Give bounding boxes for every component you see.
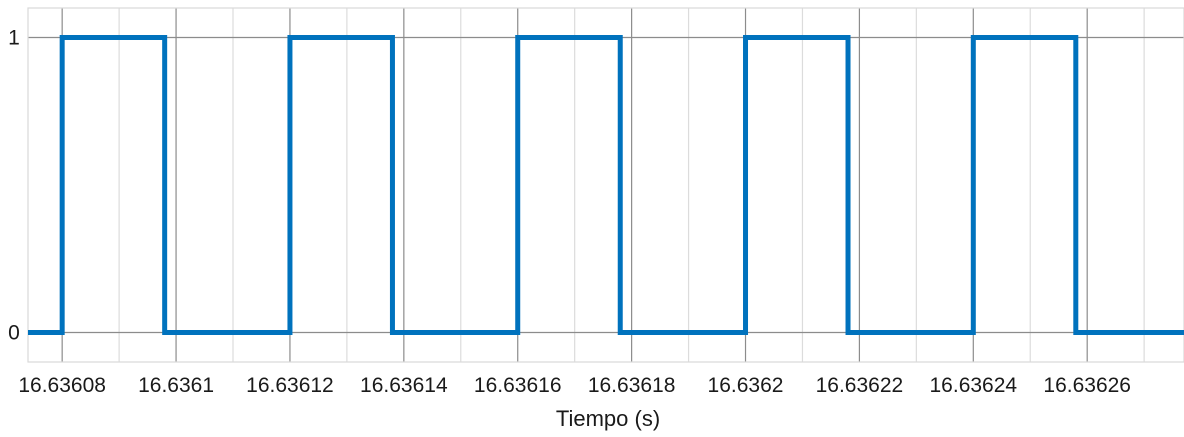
x-tick-label: 16.63614 — [360, 374, 448, 397]
x-tick-label: 16.63624 — [930, 374, 1018, 397]
x-tick-label: 16.63616 — [474, 374, 562, 397]
series-layer — [28, 35, 1184, 335]
x-tick-label: 16.6362 — [708, 374, 784, 397]
y-tick-labels: 01 — [8, 27, 20, 345]
x-tick-label: 16.63608 — [18, 374, 106, 397]
y-tick-label: 1 — [8, 27, 20, 50]
plot-area-frame — [27, 7, 1184, 363]
series-line — [28, 35, 1184, 335]
x-tick-label: 16.6361 — [138, 374, 214, 397]
x-tick-label: 16.63612 — [246, 374, 334, 397]
x-tick-label: 16.63618 — [588, 374, 676, 397]
x-tick-label: 16.63626 — [1043, 374, 1131, 397]
y-tick-label: 0 — [8, 322, 20, 345]
grid — [28, 8, 1184, 362]
x-axis-label: Tiempo (s) — [556, 406, 660, 431]
x-tick-labels: 16.63608 16.6361 16.63612 16.63614 16.63616 1… — [18, 374, 1131, 397]
x-tick-label: 16.63622 — [816, 374, 904, 397]
